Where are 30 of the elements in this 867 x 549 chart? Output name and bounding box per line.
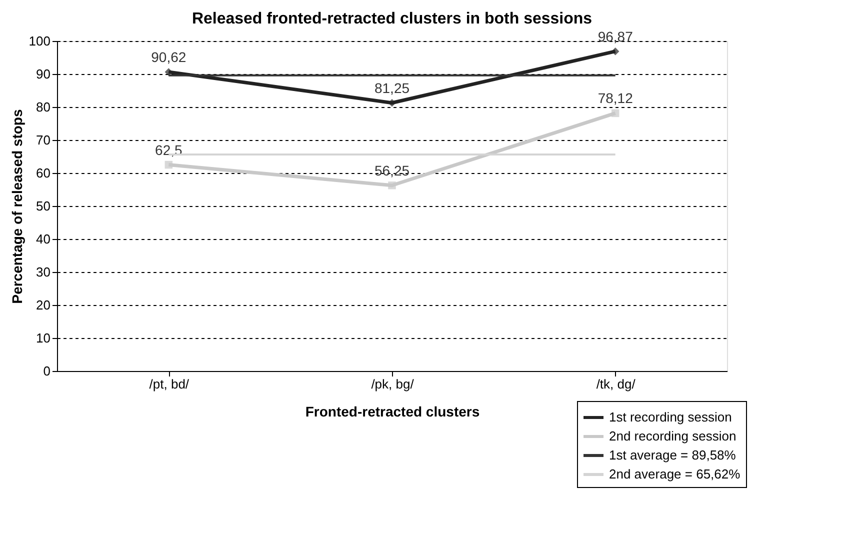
y-tick-label: 0 — [43, 364, 50, 378]
y-axis-title: Percentage of released stops — [8, 109, 25, 304]
point — [388, 182, 396, 190]
y-tick-label: 70 — [36, 132, 50, 148]
y-tick-label: 50 — [36, 198, 50, 214]
legend-label: 1st recording session — [609, 410, 732, 424]
data-label: 78,12 — [598, 90, 634, 106]
data-label: 81,25 — [374, 80, 410, 96]
y-tick-label: 60 — [36, 166, 50, 180]
data-label: 90,62 — [151, 48, 186, 65]
chart-title: Released fronted-retracted clusters in both sessions — [192, 10, 592, 28]
y-tick-label: 100 — [28, 34, 50, 48]
data-label: 96,87 — [598, 28, 634, 44]
x-tick-label: /tk, dg/ — [596, 376, 636, 392]
legend-label: 1st average = 89,58% — [609, 448, 736, 462]
legend-label: 2nd average = 65,62% — [609, 466, 741, 482]
legend-label: 2nd recording session — [609, 428, 736, 444]
y-tick-label: 40 — [36, 232, 50, 246]
point — [388, 99, 396, 107]
y-tick-label: 30 — [36, 264, 50, 280]
y-tick-label: 10 — [36, 330, 50, 346]
x-axis-title: Fronted-retracted clusters — [305, 404, 480, 420]
y-tick-label: 80 — [36, 100, 50, 114]
data-label: 56,25 — [374, 162, 410, 178]
x-tick-label: /pt, bd/ — [149, 376, 190, 392]
point — [164, 160, 173, 169]
y-tick-label: 90 — [36, 66, 50, 82]
x-tick-label: /pk, bg/ — [371, 376, 414, 392]
point — [611, 109, 620, 118]
y-tick-label: 20 — [36, 298, 50, 312]
